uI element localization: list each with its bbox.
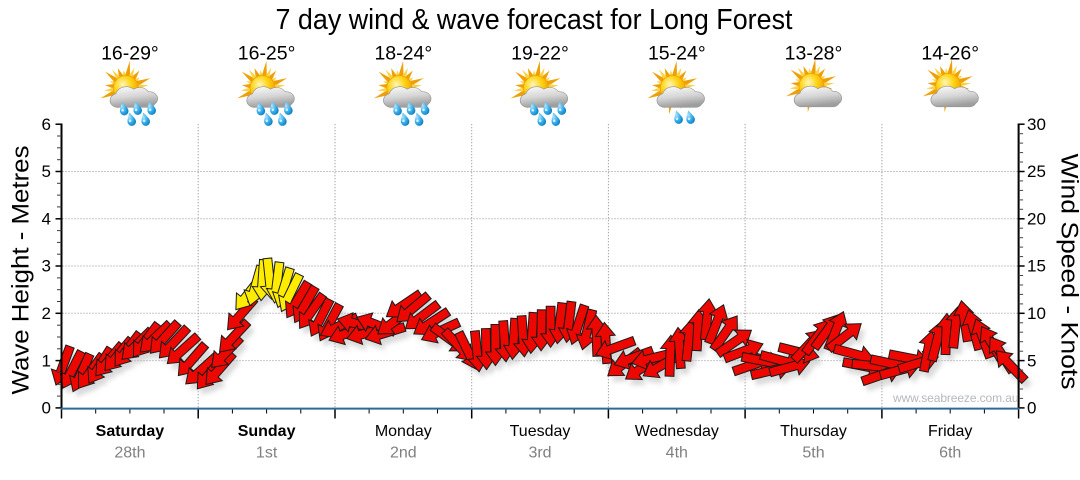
- svg-text:3rd: 3rd: [528, 445, 551, 462]
- svg-text:0: 0: [42, 399, 51, 418]
- svg-text:5: 5: [1027, 351, 1036, 370]
- svg-text:Thursday: Thursday: [780, 423, 847, 440]
- svg-text:13-28°: 13-28°: [785, 43, 843, 65]
- svg-text:Wind Speed - Knots: Wind Speed - Knots: [1056, 154, 1080, 390]
- svg-text:10: 10: [1027, 304, 1046, 323]
- svg-text:0: 0: [1027, 399, 1036, 418]
- svg-text:15-24°: 15-24°: [648, 43, 706, 65]
- svg-text:28th: 28th: [114, 445, 145, 462]
- svg-text:3: 3: [42, 257, 51, 276]
- svg-text:5th: 5th: [802, 445, 824, 462]
- svg-text:18-24°: 18-24°: [374, 43, 432, 65]
- svg-text:20: 20: [1027, 210, 1046, 229]
- svg-text:Wave Height - Metres: Wave Height - Metres: [8, 146, 35, 395]
- svg-text:7 day wind & wave forecast for: 7 day wind & wave forecast for Long Fore…: [276, 4, 793, 36]
- svg-text:2nd: 2nd: [390, 445, 417, 462]
- svg-text:www.seabreeze.com.au: www.seabreeze.com.au: [892, 391, 1018, 405]
- svg-text:Wednesday: Wednesday: [635, 423, 719, 440]
- svg-text:16-29°: 16-29°: [101, 43, 159, 65]
- svg-text:1: 1: [42, 351, 51, 370]
- svg-text:19-22°: 19-22°: [511, 43, 569, 65]
- svg-text:Saturday: Saturday: [96, 423, 165, 440]
- svg-text:Tuesday: Tuesday: [510, 423, 571, 440]
- svg-text:15: 15: [1027, 257, 1046, 276]
- svg-text:Friday: Friday: [928, 423, 972, 440]
- svg-text:14-26°: 14-26°: [921, 43, 979, 65]
- svg-text:30: 30: [1027, 115, 1046, 134]
- svg-text:1st: 1st: [256, 445, 278, 462]
- svg-text:2: 2: [42, 304, 51, 323]
- svg-text:Sunday: Sunday: [238, 423, 296, 440]
- svg-text:4th: 4th: [666, 445, 688, 462]
- svg-text:6: 6: [42, 115, 51, 134]
- svg-text:5: 5: [42, 162, 51, 181]
- svg-text:16-25°: 16-25°: [238, 43, 296, 65]
- svg-text:Monday: Monday: [375, 423, 432, 440]
- svg-text:4: 4: [42, 210, 51, 229]
- svg-text:6th: 6th: [939, 445, 961, 462]
- svg-text:25: 25: [1027, 162, 1046, 181]
